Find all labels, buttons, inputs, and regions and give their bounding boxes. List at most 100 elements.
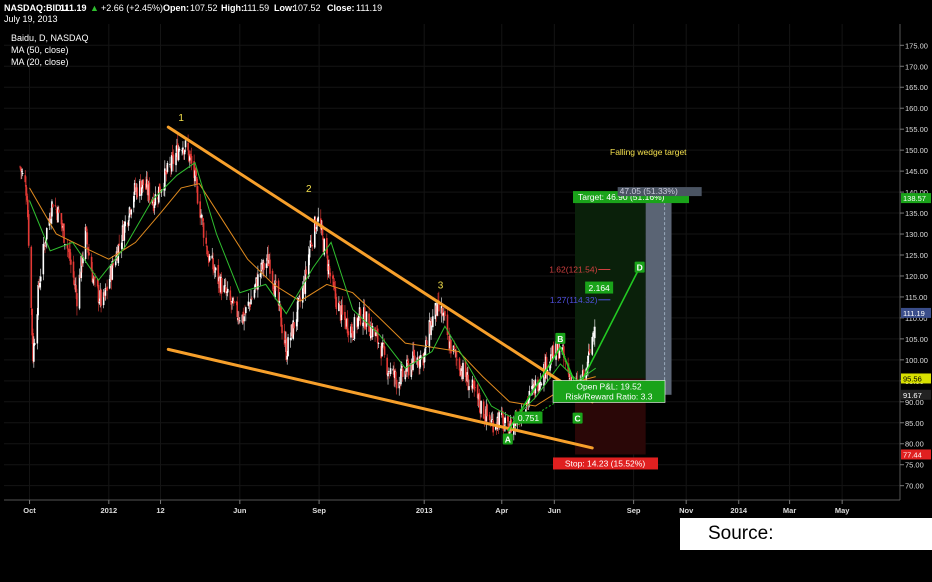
candle-body (159, 192, 162, 193)
candle-body (431, 321, 433, 326)
candle-body (386, 357, 388, 375)
candle-body (109, 266, 112, 280)
candle-body (27, 199, 29, 218)
candle-body (311, 245, 313, 247)
price-tag-label: 138.57 (903, 194, 926, 203)
candle-body (464, 361, 467, 378)
open-value: 107.52 (190, 3, 218, 13)
candle-body (269, 259, 271, 274)
candle-body (446, 314, 449, 336)
candle-body (91, 269, 94, 283)
candle-body (587, 355, 589, 368)
candle-body (39, 283, 41, 288)
candle-body (456, 359, 458, 361)
candle-body (170, 165, 172, 169)
y-axis[interactable]: 70.0075.0080.0085.0090.0095.00100.00105.… (900, 41, 928, 491)
candle-body (248, 302, 251, 304)
candle-body (38, 282, 40, 286)
candle-body (500, 412, 503, 416)
wedge-layer[interactable] (166, 125, 594, 450)
candle-body (394, 371, 397, 379)
candle-body (220, 276, 222, 293)
candle-body (468, 386, 470, 391)
candle-body (103, 291, 106, 298)
stop-label-box (553, 457, 659, 470)
candle-body (308, 248, 311, 258)
candle-body (418, 362, 420, 366)
x-axis[interactable]: Oct 2012 12 Jun Sep 2013 Apr Jun Sep Nov 2014 Mar Ma… (23, 500, 850, 515)
candle-body (411, 360, 413, 370)
candle-body (428, 320, 431, 348)
source-footer: Source: TradingView.com (680, 518, 932, 576)
candle-body (358, 307, 361, 317)
price-chart[interactable]: NASDAQ:BIDU 111.19 ▲ +2.66 (+2.45%) Open… (0, 0, 932, 550)
wedge-lower-line (166, 347, 594, 450)
candle-body (465, 375, 468, 382)
candle-body (488, 414, 491, 421)
candle-body (24, 175, 27, 183)
candle-body (410, 363, 413, 377)
candle-body (335, 296, 338, 310)
candle-body (422, 353, 425, 366)
candle-body (21, 173, 24, 175)
x-tick-label: Nov (679, 506, 694, 515)
candle-body (130, 209, 133, 215)
x-tick-label: Sep (627, 506, 641, 515)
candle-body (338, 301, 341, 305)
candle-body (450, 339, 452, 354)
candle-body (255, 277, 257, 284)
candle-body (333, 286, 336, 289)
chart-header: NASDAQ:BIDU 111.19 ▲ +2.66 (+2.45%) Open… (4, 3, 382, 24)
candle-body (277, 280, 280, 306)
candle-body (212, 257, 214, 270)
candle-body (423, 353, 426, 363)
price-tag-box (901, 449, 931, 460)
source-brand: TradingView.com (708, 555, 864, 576)
candle-body (169, 164, 171, 165)
candle-body (320, 218, 322, 230)
candle-body (157, 197, 159, 200)
candle-body (94, 276, 96, 279)
candle-body (250, 298, 252, 305)
y-tick-label: 80.00 (905, 440, 924, 449)
candle-body (556, 341, 559, 351)
candle-body (36, 314, 39, 344)
candle-body (263, 263, 265, 270)
measure-zone (645, 198, 672, 395)
candle-body (501, 410, 504, 418)
candle-body (401, 368, 404, 377)
candle-body (87, 247, 89, 253)
candle-body (334, 288, 337, 299)
candle-body (139, 180, 141, 197)
abcd-ratio-box (585, 281, 614, 294)
candle-body (142, 179, 145, 185)
candle-body (145, 183, 147, 190)
candle-body (435, 305, 438, 315)
y-tick-label: 125.00 (905, 251, 928, 260)
candle-body (350, 326, 352, 338)
y-tick-label: 155.00 (905, 125, 928, 134)
y-tick-label: 115.00 (905, 293, 927, 302)
candle-body (357, 314, 360, 321)
candle-body (345, 319, 348, 327)
candle-body (393, 369, 395, 378)
abcd-ratio-label: 2.164 (589, 283, 611, 293)
candle-body (326, 238, 328, 254)
candle-body (148, 182, 151, 201)
candle-body (134, 184, 137, 192)
candle-body (115, 251, 118, 261)
x-tick-label: Jun (233, 506, 247, 515)
candle-body (79, 274, 82, 279)
falling-wedge-annotation: Falling wedge target (610, 147, 687, 157)
candle-body (303, 283, 306, 292)
price-tags: 138.57 111.19 95.56 91.67 77.44 (901, 193, 931, 460)
price-tag-box (901, 389, 931, 400)
candle-body (96, 278, 99, 287)
candle-body (281, 324, 283, 334)
candle-body (293, 322, 295, 329)
candle-body (42, 243, 45, 275)
candle-body (298, 295, 301, 297)
candle-body (466, 372, 469, 382)
candle-body (211, 255, 214, 259)
ma50-line (29, 183, 596, 407)
